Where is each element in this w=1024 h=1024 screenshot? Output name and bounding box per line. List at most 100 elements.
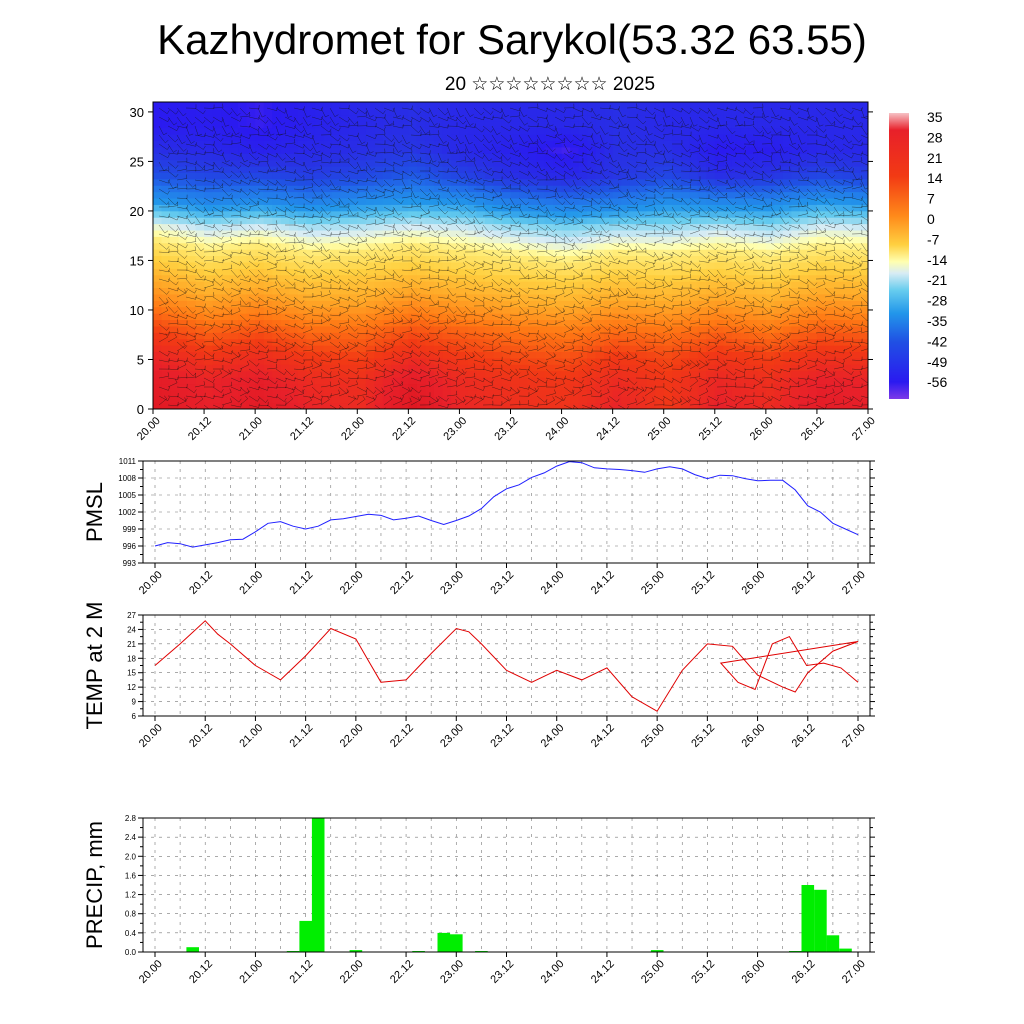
heatmap-cell [791,357,801,365]
heatmap-cell [238,249,248,257]
wind-barb-flag [213,255,215,260]
heatmap-cell [450,357,461,365]
heatmap-cell [255,165,265,173]
heatmap-cell [553,204,563,212]
heatmap-cell [723,255,733,263]
heatmap-cell [229,229,239,237]
wind-barb-flag [195,393,197,398]
heatmap-cell [348,313,358,321]
wind-barb-flag [270,133,275,136]
heatmap-cell [425,178,435,186]
wind-barb-flag [166,264,170,269]
wind-barb [275,395,285,402]
wind-barb [203,358,214,361]
heatmap-cell [680,178,690,186]
heatmap-cell [399,255,409,263]
heatmap-cell [153,332,163,340]
heatmap-cell [476,133,486,141]
heatmap-cell [850,140,861,148]
heatmap-cell [374,293,384,301]
heatmap-cell [621,210,631,218]
heatmap-cell [587,146,597,154]
heatmap-cell [323,165,333,173]
heatmap-cell [791,287,801,295]
heatmap-cell [638,172,648,180]
heatmap-cell [859,249,868,257]
heatmap-cell [697,255,707,263]
heatmap-cell [416,281,426,289]
heatmap-cell [825,249,835,257]
heatmap-cell [774,191,784,199]
heatmap-cell [519,133,529,141]
wind-barb [239,296,247,306]
heatmap-cell [365,178,375,186]
heatmap-cell [221,236,231,244]
heatmap-cell [706,377,716,385]
heatmap-cell [323,402,333,409]
heatmap-cell [391,281,401,289]
wind-barb [257,350,268,354]
heatmap-cell [493,223,503,231]
heatmap-cell [570,274,580,282]
heatmap-cell [272,165,282,173]
heatmap-cell [527,338,537,346]
heatmap-cell [680,383,690,391]
heatmap-cell [859,313,868,321]
heatmap-cell [527,332,537,340]
heatmap-cell [570,121,580,129]
heatmap-cell [689,185,699,193]
heatmap-cell [714,396,724,404]
heatmap-cell [595,204,605,212]
heatmap-cell [238,325,248,333]
wind-barb-flag [213,148,215,153]
heatmap-cell [655,287,665,295]
heatmap-cell [731,306,741,314]
heatmap-cell [365,185,375,193]
heatmap-cell [365,121,375,129]
wind-barb-flag [282,184,286,188]
heatmap-cell [280,402,290,409]
heatmap-cell [399,127,409,135]
heatmap-cell [519,364,529,372]
heatmap-cell [799,293,810,301]
heatmap-cell [578,210,588,218]
heatmap-cell [374,153,384,161]
heatmap-cell [314,197,324,205]
heatmap-cell [731,204,741,212]
heatmap-cell [229,114,239,122]
wind-barb-flag [202,307,205,312]
heatmap-cell [604,370,614,378]
wind-barb-flag [177,319,179,324]
heatmap-cell [680,165,690,173]
heatmap-cell [340,332,350,340]
heatmap-cell [263,242,273,250]
heatmap-cell [493,108,503,116]
heatmap-cell [348,242,358,250]
wind-barb [176,107,184,117]
heatmap-cell [765,133,775,141]
wind-barb [194,269,202,279]
heatmap-cell [212,204,222,212]
heatmap-cell [493,133,503,141]
heatmap-cell [612,121,622,129]
heatmap-cell [544,402,554,409]
heatmap-cell [825,389,835,397]
heatmap-cell [195,293,205,301]
heatmap-cell [629,383,639,391]
heatmap-cell [161,345,171,353]
wind-barb [239,134,250,139]
heatmap-cell [229,133,239,141]
wind-barb [185,314,196,320]
heatmap-cell [536,319,546,327]
heatmap-cell [425,345,435,353]
heatmap-cell [544,357,554,365]
heatmap-cell [638,351,648,359]
heatmap-cell [825,178,835,186]
heatmap-cell [825,281,835,289]
wind-barb [158,350,168,357]
heatmap-cell [765,204,775,212]
heatmap-cell [731,140,741,148]
heatmap-cell [740,102,750,109]
heatmap-cell [357,313,367,321]
heatmap-cell [195,300,205,308]
